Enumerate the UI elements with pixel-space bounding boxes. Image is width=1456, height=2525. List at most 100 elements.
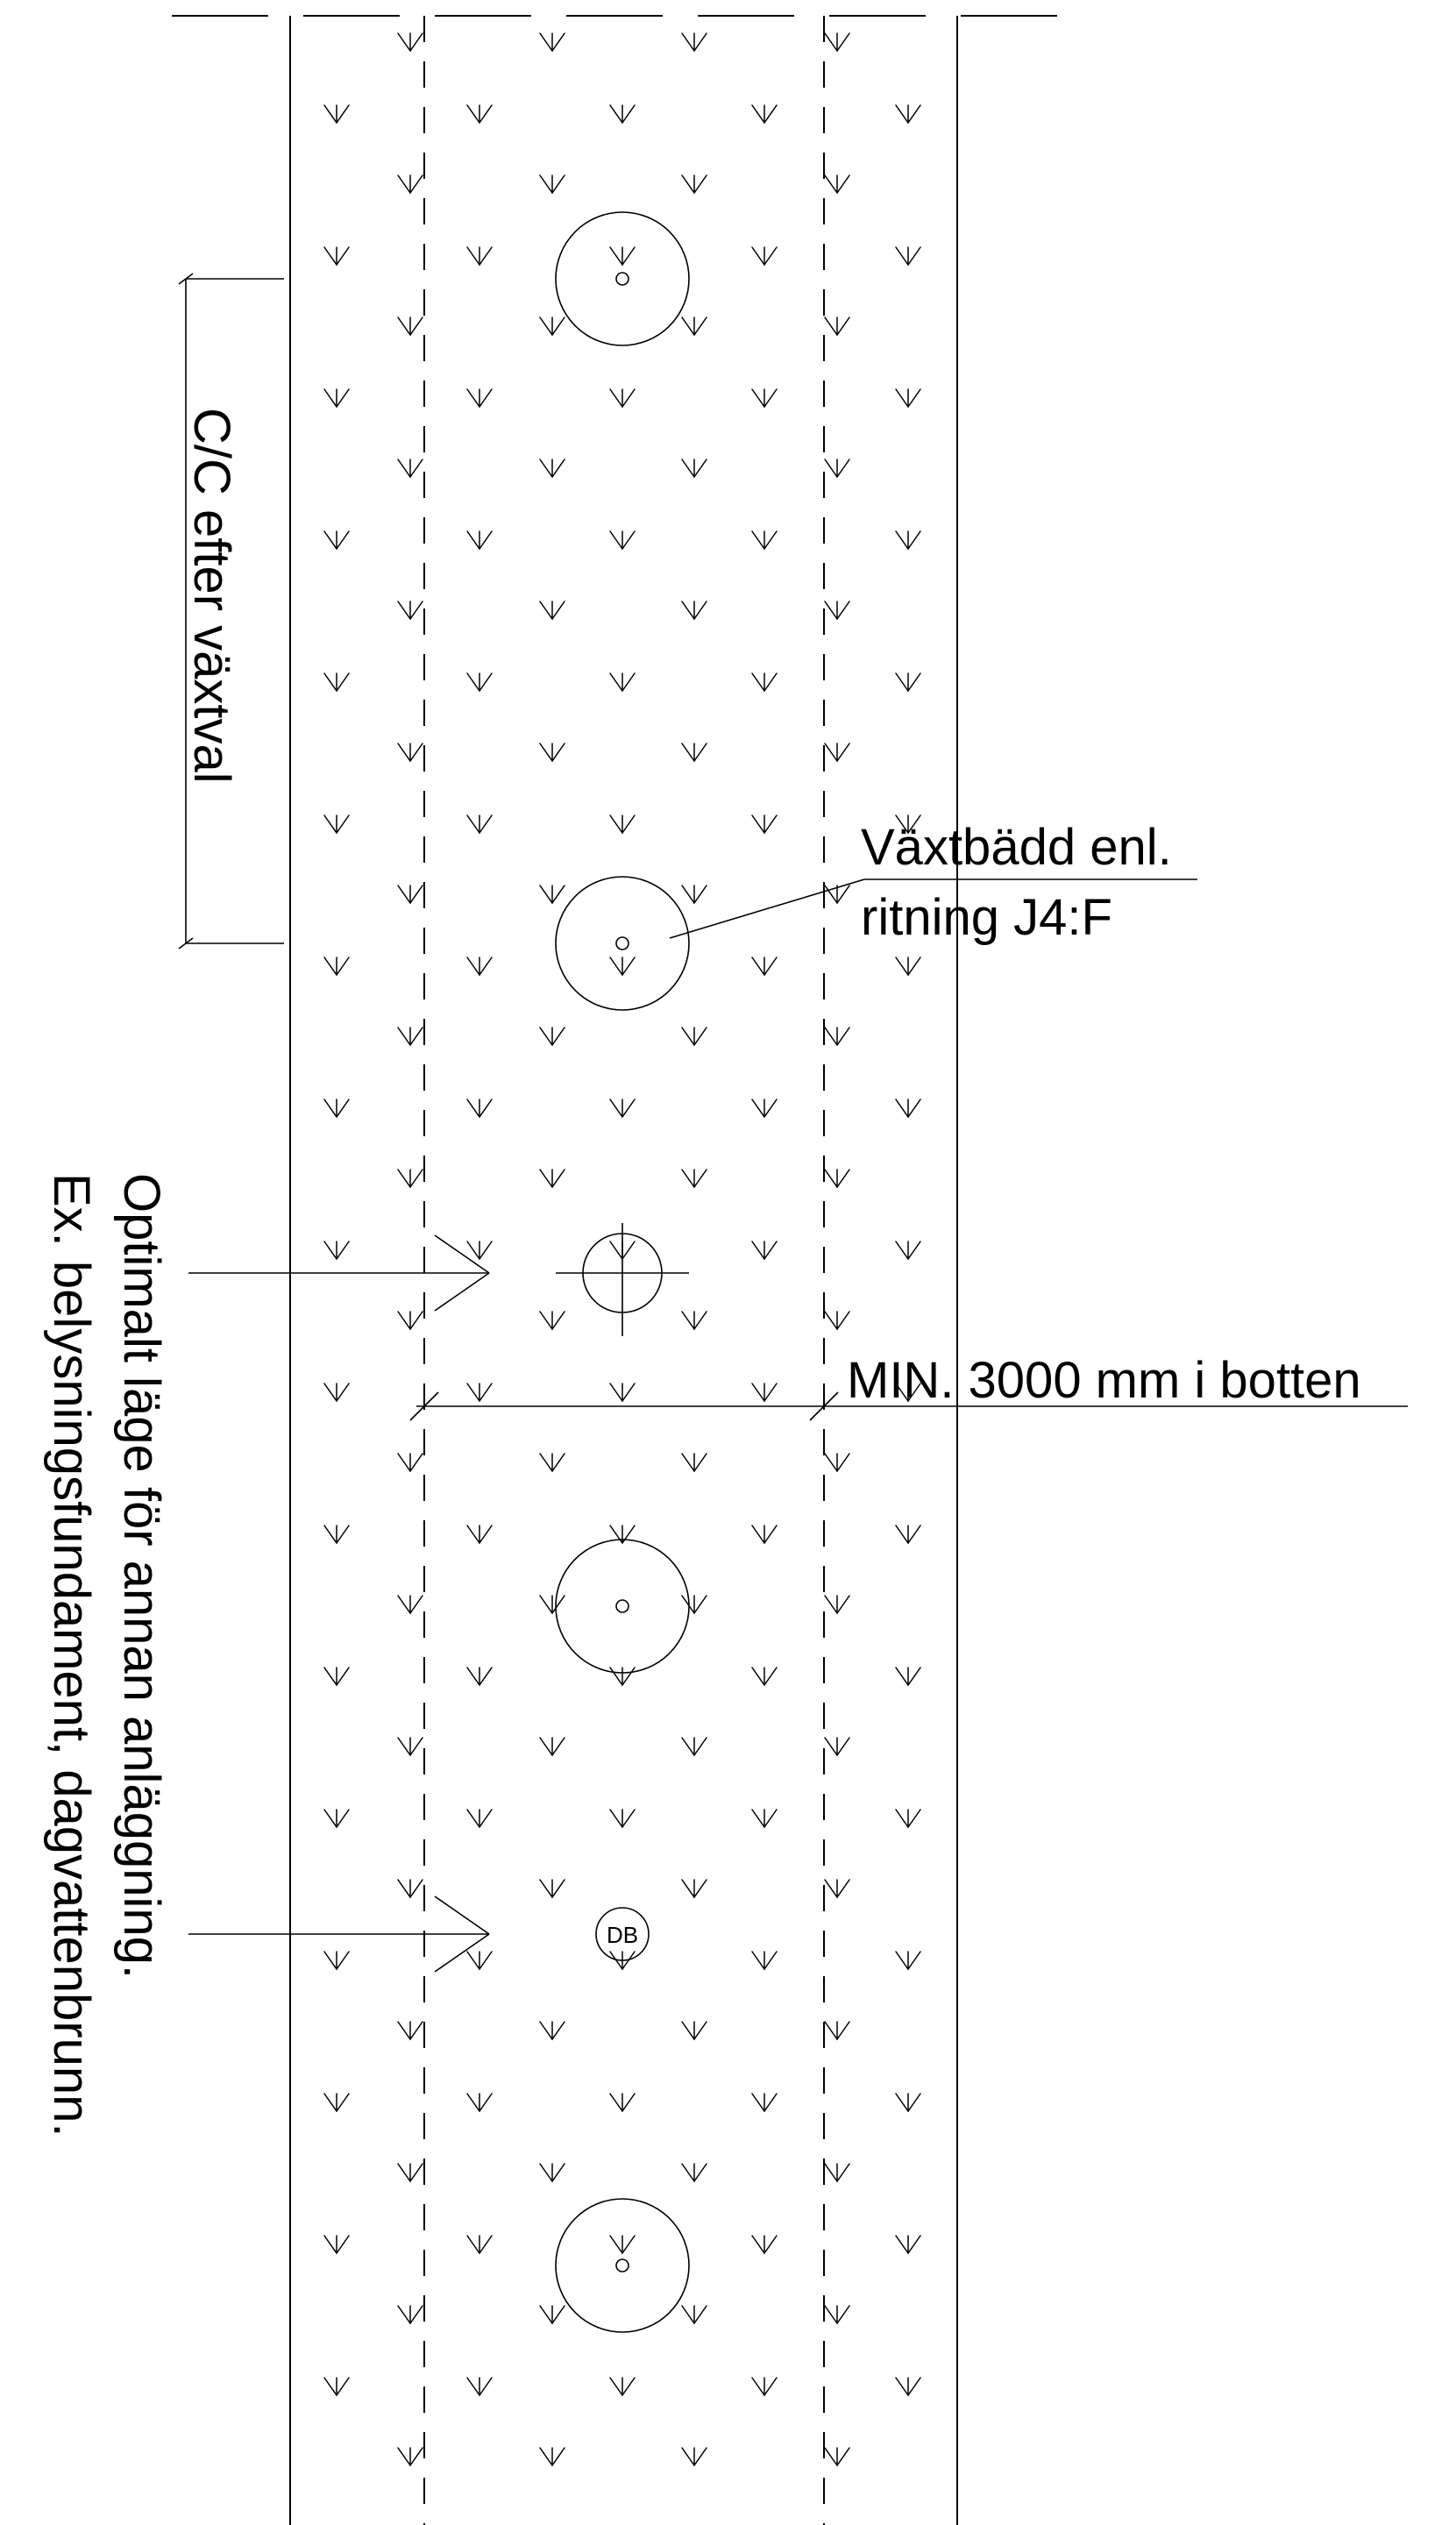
vegetation-symbol (466, 814, 493, 835)
vegetation-symbol (751, 2093, 778, 2113)
vegetation-symbol (895, 1241, 921, 1261)
vegetation-symbol (323, 530, 350, 551)
vegetation-symbol (323, 104, 350, 124)
vegetation-symbol (323, 1667, 350, 1687)
vegetation-symbol (609, 1809, 636, 1829)
vegetation-symbol (323, 814, 350, 835)
vegetation-symbol (895, 1525, 921, 1545)
vegetation-symbol (609, 1099, 636, 1119)
vegetation-symbol (397, 1027, 423, 1047)
vegetation-symbol (323, 1809, 350, 1829)
vegetation-symbol (466, 2093, 493, 2113)
vegetation-symbol (681, 1879, 707, 1899)
vegetation-symbol (323, 1099, 350, 1119)
plant-bed-leader (669, 878, 1197, 939)
vegetation-symbol (539, 1027, 565, 1047)
vegetation-symbol (895, 1667, 921, 1687)
vegetation-symbol (895, 1951, 921, 1971)
vegetation-symbol (824, 1311, 850, 1331)
vegetation-symbol (539, 885, 565, 905)
vegetation-symbol (323, 672, 350, 693)
vegetation-symbol (466, 1809, 493, 1829)
vegetation-symbol (466, 672, 493, 693)
light-pole-symbol (556, 1223, 689, 1336)
vegetation-symbol (681, 2447, 707, 2467)
vegetation-symbol (824, 1879, 850, 1899)
vegetation-symbol (609, 104, 636, 124)
vegetation-symbol (751, 1809, 778, 1829)
tree-symbol (555, 2198, 690, 2333)
vegetation-symbol (397, 1879, 423, 1899)
vegetation-symbol (824, 459, 850, 479)
vegetation-symbol (681, 174, 707, 195)
min-width-label: MIN. 3000 mm i botten (847, 1352, 1361, 1409)
vegetation-symbol (681, 459, 707, 479)
vegetation-symbol (539, 174, 565, 195)
vegetation-symbol (539, 2021, 565, 2041)
vegetation-symbol (397, 459, 423, 479)
vegetation-symbol (539, 743, 565, 763)
vegetation-symbol (824, 32, 850, 53)
vegetation-symbol (609, 2235, 636, 2255)
vegetation-symbol (895, 1809, 921, 1829)
vegetation-symbol (681, 2163, 707, 2183)
vegetation-symbol (824, 2305, 850, 2325)
vegetation-symbol (751, 530, 778, 551)
tree-symbol (555, 211, 690, 346)
vegetation-symbol (609, 814, 636, 835)
vegetation-symbol (397, 1311, 423, 1331)
vegetation-symbol (397, 2447, 423, 2467)
vegetation-symbol (751, 672, 778, 693)
vegetation-symbol (539, 459, 565, 479)
vegetation-symbol (681, 1311, 707, 1331)
vegetation-symbol (895, 388, 921, 409)
vegetation-symbol (895, 957, 921, 977)
vegetation-symbol (539, 1595, 565, 1615)
vegetation-symbol (824, 1169, 850, 1189)
cc-spacing-label: C/C efter växtval (183, 408, 240, 784)
vegetation-symbol (895, 530, 921, 551)
vegetation-symbol (397, 1453, 423, 1473)
vegetation-symbol (466, 1241, 493, 1261)
vegetation-symbol (397, 2305, 423, 2325)
vegetation-symbol (397, 743, 423, 763)
vegetation-symbol (681, 1169, 707, 1189)
vegetation-symbol (609, 1383, 636, 1403)
vegetation-symbol (751, 1667, 778, 1687)
vegetation-symbol (609, 957, 636, 977)
vegetation-symbol (895, 1099, 921, 1119)
vegetation-symbol (466, 1667, 493, 1687)
vegetation-symbol (824, 1737, 850, 1757)
vegetation-symbol (751, 957, 778, 977)
vegetation-symbol (895, 104, 921, 124)
vegetation-symbol (751, 1951, 778, 1971)
vegetation-symbol (397, 317, 423, 337)
vegetation-symbol (609, 530, 636, 551)
vegetation-symbol (824, 317, 850, 337)
vegetation-symbol (397, 174, 423, 195)
vegetation-symbol (539, 317, 565, 337)
drain-well-label: DB (607, 1922, 638, 1948)
vegetation-symbol (751, 2235, 778, 2255)
vegetation-symbol (824, 2447, 850, 2467)
vegetation-symbol (681, 1453, 707, 1473)
vegetation-symbol (751, 388, 778, 409)
vegetation-symbol (397, 1595, 423, 1615)
vegetation-symbol (539, 2163, 565, 2183)
vegetation-symbol (397, 2163, 423, 2183)
vegetation-symbol (681, 601, 707, 621)
vegetation-symbol (751, 1099, 778, 1119)
vegetation-symbol (751, 1383, 778, 1403)
vegetation-symbol (466, 104, 493, 124)
vegetation-symbol (824, 743, 850, 763)
vegetation-symbol (681, 32, 707, 53)
min-width-dimension (409, 1391, 1408, 1421)
vegetation-symbol (539, 1169, 565, 1189)
vegetation-symbol (466, 530, 493, 551)
vegetation-symbol (751, 104, 778, 124)
vegetation-symbol (895, 2235, 921, 2255)
vegetation-symbol (323, 1383, 350, 1403)
vegetation-symbol (609, 388, 636, 409)
vegetation-symbol (323, 2377, 350, 2397)
optimal-location-arrow-lower (188, 1896, 490, 1973)
